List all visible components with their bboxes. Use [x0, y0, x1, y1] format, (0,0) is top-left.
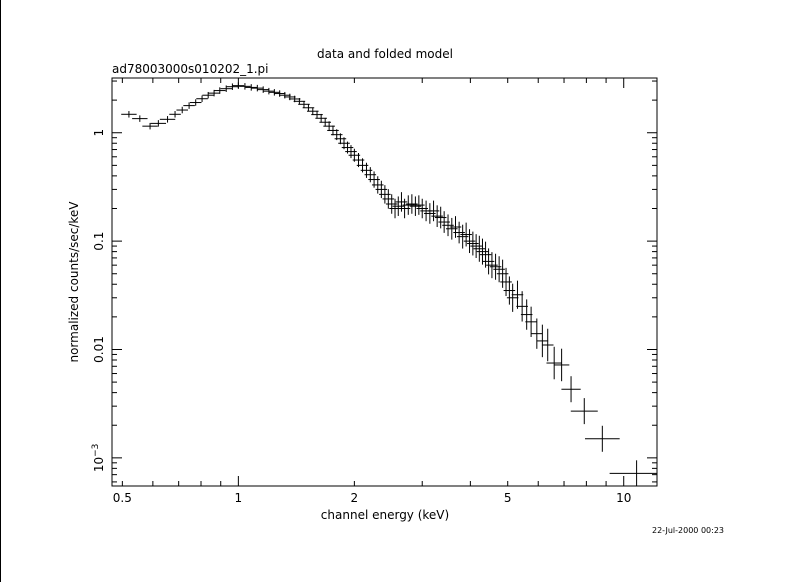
y-tick-label: 1 — [92, 129, 106, 137]
x-tick-label: 10 — [616, 491, 631, 505]
data-point — [511, 280, 524, 309]
x-tick-label: 5 — [504, 491, 512, 505]
data-point — [293, 98, 306, 105]
x-axis-label: channel energy (keV) — [321, 508, 449, 522]
data-point — [202, 91, 214, 99]
data-point — [456, 224, 469, 249]
data-point — [473, 235, 486, 262]
data-point — [251, 84, 264, 92]
data-point — [298, 101, 310, 108]
data-point — [516, 291, 528, 322]
data-point — [546, 346, 562, 380]
data-point — [525, 306, 537, 337]
x-tick-label: 2 — [351, 491, 359, 505]
data-point — [379, 185, 391, 204]
data-points — [121, 82, 657, 487]
data-point — [503, 276, 516, 305]
data-point — [467, 231, 479, 256]
x-tick-label: 1 — [235, 491, 243, 505]
data-point — [531, 318, 543, 349]
data-point — [245, 84, 258, 91]
data-point — [183, 102, 195, 109]
data-point — [541, 328, 554, 362]
data-point — [159, 116, 176, 123]
data-point — [257, 86, 269, 93]
data-point — [196, 95, 208, 102]
data-point — [409, 196, 422, 216]
plot-frame — [111, 77, 658, 487]
chart-subtitle: ad78003000s010202_1.pi — [112, 62, 269, 76]
data-point — [220, 85, 232, 92]
data-point — [226, 83, 239, 90]
chart-title: data and folded model — [317, 47, 453, 61]
window-left-edge — [0, 0, 1, 582]
y-tick-label: 0.01 — [92, 336, 106, 363]
data-point — [169, 111, 181, 118]
data-point — [609, 460, 657, 487]
data-point — [392, 196, 405, 216]
data-point — [561, 376, 581, 403]
data-point — [570, 398, 598, 425]
data-point — [482, 248, 495, 275]
data-point — [279, 91, 291, 99]
data-point — [239, 83, 251, 90]
data-point — [470, 234, 482, 258]
data-point — [132, 115, 148, 122]
data-point — [584, 425, 620, 452]
data-point — [460, 222, 472, 247]
data-point — [500, 267, 512, 297]
data-point — [479, 241, 492, 268]
data-point — [189, 99, 202, 106]
data-point — [463, 229, 476, 254]
data-point — [506, 283, 519, 312]
y-tick-label: 0.1 — [92, 232, 106, 251]
axis-ticks: 0.5 1 2 5 10 1 0.1 0.01 10−3 — [91, 78, 657, 505]
x-tick-label: 0.5 — [113, 491, 132, 505]
data-point — [232, 82, 245, 89]
data-point — [496, 259, 509, 288]
data-point — [142, 122, 158, 130]
data-point — [382, 189, 395, 209]
data-point — [273, 90, 286, 97]
data-point — [536, 324, 549, 358]
data-point — [150, 120, 167, 127]
data-point — [345, 145, 357, 159]
data-point — [268, 89, 281, 96]
data-point — [214, 87, 226, 94]
data-point — [263, 87, 275, 95]
data-point — [476, 238, 489, 265]
data-point — [176, 106, 188, 114]
data-point — [520, 299, 533, 330]
timestamp: 22-Jul-2000 00:23 — [652, 526, 724, 535]
y-axis-label: normalized counts/sec/keV — [67, 201, 81, 363]
data-point — [553, 348, 570, 382]
data-point — [385, 194, 398, 214]
y-tick-label-exponent: 10−3 — [91, 444, 106, 473]
data-point — [121, 111, 137, 118]
data-point — [413, 195, 425, 215]
